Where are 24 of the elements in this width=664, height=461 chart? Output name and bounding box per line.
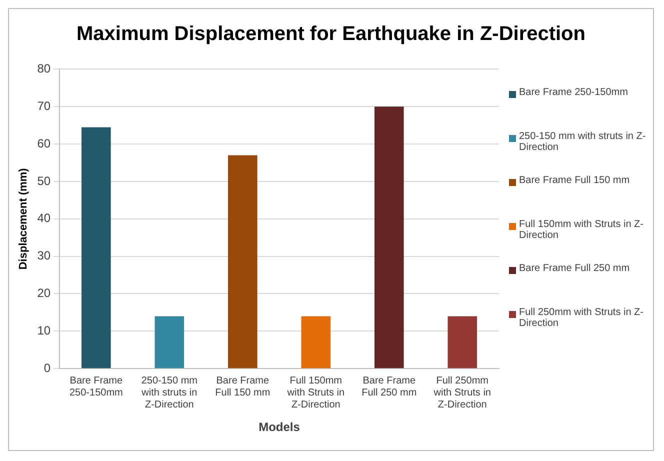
y-tick-label: 10: [37, 323, 51, 338]
x-tick-label: Bare Frame Full 150 mm: [215, 375, 270, 398]
y-tick-label: 70: [37, 98, 51, 113]
legend-label: Full 150mm with Struts in Z-Direction: [519, 219, 644, 241]
x-tick-label: 250-150 mm with struts in Z-Direction: [140, 375, 198, 410]
y-tick-label: 30: [37, 248, 51, 263]
y-tick-label: 80: [37, 62, 51, 76]
chart-title: Maximum Displacement for Earthquake in Z-Direction: [76, 23, 586, 47]
x-tick-label: Bare Frame 250-150mm: [69, 375, 123, 398]
legend-label: Full 250mm with Struts in Z-Direction: [519, 307, 644, 329]
x-tick-label: Full 150mm with Struts in Z-Direction: [286, 375, 345, 410]
y-tick-label: 40: [37, 211, 51, 226]
y-tick-label: 0: [44, 360, 51, 375]
legend-label: Bare Frame Full 250 mm: [519, 263, 630, 274]
x-tick-label: Bare Frame Full 250 mm: [362, 375, 417, 398]
x-axis-title: Models: [258, 420, 300, 434]
legend-label: Bare Frame Full 150 mm: [519, 175, 630, 186]
y-tick-label: 60: [37, 136, 51, 150]
y-axis-title: Displacement (mm): [18, 168, 30, 270]
legend-label: Bare Frame 250-150mm: [519, 87, 628, 98]
legend-label: 250-150 mm with struts in Z-Direction: [519, 131, 647, 153]
y-tick-label: 50: [37, 174, 51, 188]
y-tick-label: 20: [37, 286, 51, 300]
x-tick-label: Full 250mm with Struts in Z-Direction: [432, 375, 492, 410]
